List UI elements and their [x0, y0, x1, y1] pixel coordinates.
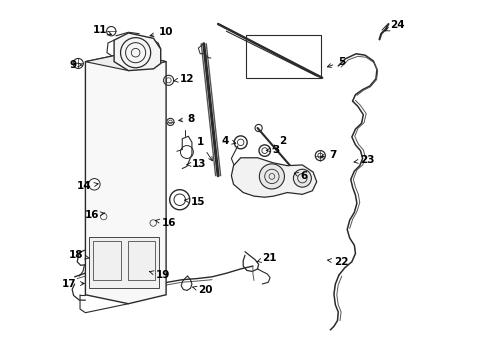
Text: 23: 23 [354, 155, 374, 165]
Text: 6: 6 [294, 171, 308, 181]
Bar [245, 35, 321, 78]
Text: 16: 16 [85, 210, 105, 220]
Text: 18: 18 [69, 250, 89, 260]
Text: 7: 7 [320, 150, 337, 160]
Circle shape [259, 164, 285, 189]
Text: 21: 21 [257, 253, 277, 263]
Text: 14: 14 [77, 181, 98, 192]
Text: 8: 8 [179, 114, 195, 124]
Text: 13: 13 [186, 159, 206, 169]
Text: 12: 12 [174, 74, 194, 84]
Text: 11: 11 [93, 25, 111, 35]
Text: 24: 24 [385, 20, 405, 31]
Polygon shape [231, 158, 317, 197]
Polygon shape [85, 53, 166, 71]
Text: 5: 5 [327, 57, 345, 67]
Text: 3: 3 [266, 144, 279, 154]
Text: 9: 9 [69, 59, 82, 69]
Text: 4: 4 [221, 136, 236, 145]
Circle shape [294, 169, 311, 187]
Text: 22: 22 [328, 257, 348, 267]
Bar [93, 241, 122, 280]
Text: 16: 16 [155, 218, 176, 228]
Bar [89, 237, 159, 288]
Bar [128, 241, 155, 280]
Text: 17: 17 [62, 279, 84, 289]
Polygon shape [114, 33, 161, 71]
Text: 15: 15 [185, 197, 205, 207]
Text: 10: 10 [150, 27, 173, 37]
Text: 19: 19 [149, 270, 170, 280]
Text: 1: 1 [196, 138, 213, 161]
Polygon shape [85, 53, 166, 304]
Text: 20: 20 [192, 285, 212, 296]
Text: 2: 2 [273, 136, 286, 149]
